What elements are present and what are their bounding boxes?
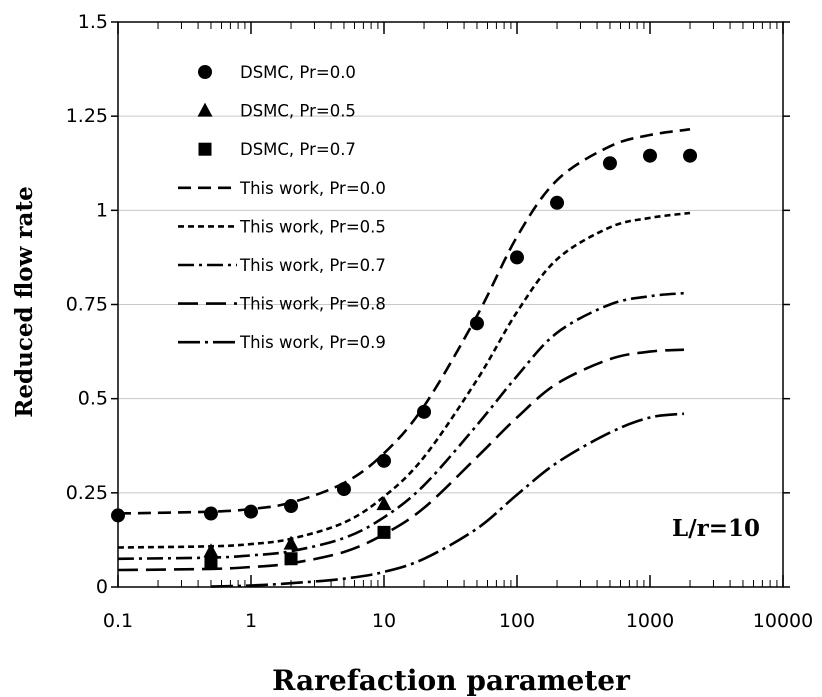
data-point-s0-7 [469, 316, 484, 331]
data-point-s0-2 [244, 504, 258, 519]
legend-marker-0 [198, 65, 212, 79]
data-point-s1-2 [376, 496, 392, 511]
y-tick-label: 1.25 [66, 105, 108, 127]
x-axis-label: Rarefaction parameter [272, 664, 631, 697]
gridlines [118, 21, 783, 494]
annotation-label: L/r=10 [672, 515, 760, 542]
legend-label-3: This work, Pr=0.0 [239, 179, 386, 198]
data-point-s2-2 [377, 525, 391, 539]
data-point-s0-11 [643, 148, 657, 163]
legend-label-5: This work, Pr=0.7 [239, 256, 386, 275]
y-tick-label: 0 [96, 576, 108, 598]
x-tick-label: 0.1 [103, 610, 133, 632]
data-point-s0-10 [602, 156, 617, 171]
data-point-s0-0 [111, 508, 125, 523]
data-point-s1-1 [283, 535, 299, 550]
y-tick-label: 0.25 [66, 482, 108, 504]
plot-frame [117, 21, 784, 588]
data-point-s1-0 [203, 543, 219, 558]
x-tick-label: 1000 [626, 610, 674, 632]
y-tick-label: 0.75 [66, 294, 108, 316]
data-point-s0-5 [377, 453, 391, 468]
legend-label-4: This work, Pr=0.5 [239, 217, 386, 236]
y-tick-label: 1.5 [78, 11, 108, 33]
series-line-5 [117, 291, 685, 561]
y-tick-label: 0.5 [78, 388, 108, 410]
legend-marker-2 [198, 142, 212, 156]
legend-label-7: This work, Pr=0.9 [239, 333, 386, 352]
data-point-s2-1 [284, 552, 298, 566]
plot-area [111, 128, 698, 588]
data-point-s0-1 [203, 506, 218, 521]
y-tick-label: 1 [96, 199, 108, 221]
series-line-3 [117, 128, 691, 515]
x-tick-label: 100 [499, 610, 535, 632]
series-line-4 [117, 211, 691, 549]
legend-label-6: This work, Pr=0.8 [239, 295, 386, 314]
x-tick-label: 1 [245, 610, 257, 632]
legend-marker-1 [197, 102, 213, 117]
legend-label-1: DSMC, Pr=0.5 [240, 102, 356, 121]
series-line-7 [210, 412, 685, 588]
series-line-6 [117, 348, 685, 572]
data-point-s2-0 [204, 556, 218, 570]
x-tick-label: 10000 [753, 610, 813, 632]
data-point-s0-12 [683, 148, 698, 163]
data-point-s0-9 [550, 195, 565, 210]
legend-label-0: DSMC, Pr=0.0 [240, 63, 356, 82]
y-axis-label: Reduced flow rate [11, 186, 38, 417]
x-tick-label: 10 [372, 610, 396, 632]
legend-label-2: DSMC, Pr=0.7 [240, 140, 356, 159]
data-point-s0-4 [336, 482, 351, 497]
legend: DSMC, Pr=0.0 DSMC, Pr=0.5 DSMC, Pr=0.7 This… [178, 63, 386, 352]
data-point-s0-8 [510, 250, 524, 265]
data-point-s0-6 [417, 404, 432, 419]
axes: 0 0.25 0.5 0.75 1 1.25 1.5 0.1 1 10 100 1000 10000 [66, 11, 814, 632]
data-point-s0-3 [284, 499, 299, 514]
